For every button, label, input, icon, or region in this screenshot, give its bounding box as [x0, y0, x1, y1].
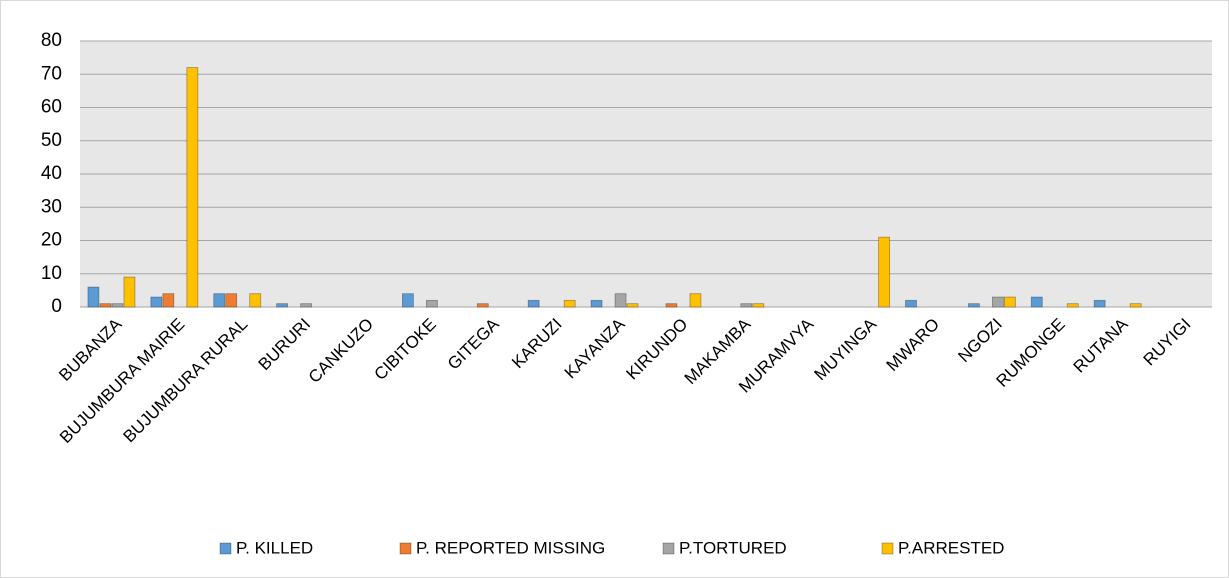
bar: [162, 293, 175, 308]
y-tick-label: 40: [41, 163, 62, 184]
bar: [225, 293, 238, 308]
bar: [300, 303, 313, 308]
bar: [1030, 296, 1043, 308]
legend-label: P.TORTURED: [679, 538, 787, 557]
bar: [476, 303, 489, 308]
legend-label: P. REPORTED MISSING: [416, 538, 605, 557]
legend-swatch: [399, 542, 412, 555]
bar: [99, 303, 112, 308]
bar: [614, 293, 627, 308]
bar: [1093, 299, 1106, 308]
bar: [967, 303, 980, 308]
legend-label: P.ARRESTED: [898, 538, 1004, 557]
bar: [752, 303, 765, 308]
y-tick-label: 10: [41, 263, 62, 284]
bar: [590, 299, 603, 308]
bar: [740, 303, 753, 308]
y-tick-label: 70: [41, 63, 62, 84]
bar: [401, 293, 414, 308]
bar: [249, 293, 262, 308]
bar: [150, 296, 163, 308]
legend-label: P. KILLED: [236, 538, 313, 557]
y-tick-label: 20: [41, 230, 62, 251]
bar: [1129, 303, 1142, 308]
bar: [213, 293, 226, 308]
y-tick-label: 60: [41, 97, 62, 118]
bar: [527, 299, 540, 308]
bar: [1066, 303, 1079, 308]
y-tick-label: 80: [41, 30, 62, 51]
y-tick-label: 30: [41, 196, 62, 217]
bar: [1003, 296, 1016, 308]
bar: [626, 303, 639, 308]
bar: [665, 303, 678, 308]
bar: [186, 67, 199, 308]
bar: [878, 236, 891, 308]
bar: [563, 299, 576, 308]
bar: [425, 299, 438, 308]
bar: [123, 276, 136, 308]
bar: [905, 299, 917, 308]
legend-swatch: [662, 542, 675, 555]
bar: [991, 296, 1004, 308]
bar: [276, 303, 289, 308]
legend-swatch: [219, 542, 232, 555]
y-tick-label: 0: [51, 296, 62, 317]
legend-swatch: [881, 542, 894, 555]
y-tick-label: 50: [41, 130, 62, 151]
bar: [87, 286, 100, 308]
bar: [111, 303, 124, 308]
bar: [689, 293, 702, 308]
